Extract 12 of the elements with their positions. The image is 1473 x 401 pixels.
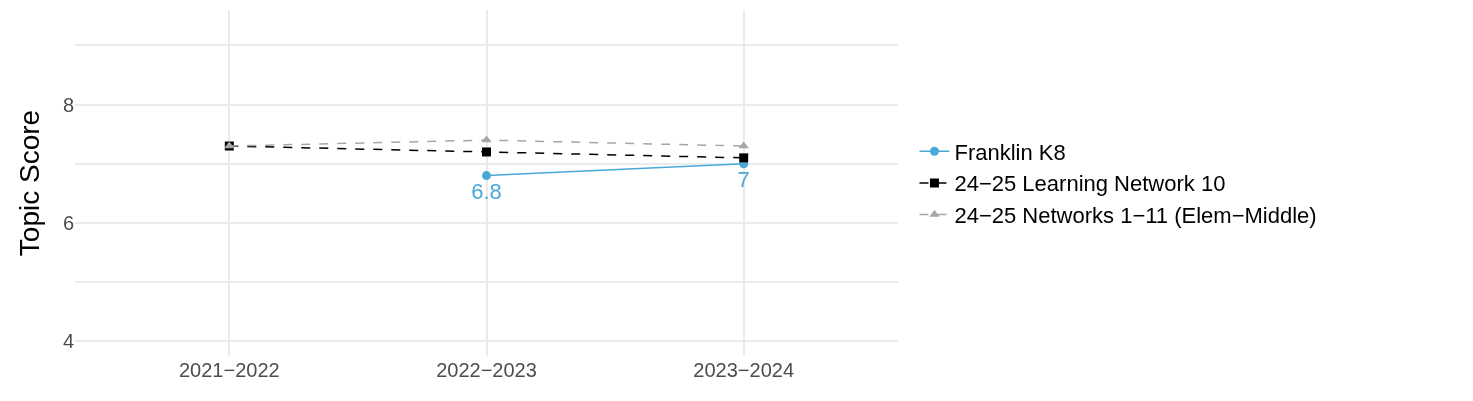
data-label: 6.8: [471, 178, 502, 204]
y-tick-label: 8: [62, 93, 74, 116]
data-label: 7: [737, 166, 750, 192]
legend-label: 24−25 Networks 1−11 (Elem−Middle): [954, 203, 1317, 229]
x-tick-label: 2021−2022: [178, 359, 280, 381]
x-tick-label: 2023−2024: [693, 359, 795, 381]
x-tick-label: 2022−2023: [436, 359, 537, 381]
legend-label: Franklin K8: [954, 139, 1066, 165]
y-tick-label: 4: [62, 330, 74, 353]
y-tick-label: 6: [62, 211, 74, 234]
legend-label: 24−25 Learning Network 10: [954, 171, 1226, 197]
y-axis-title: Topic Score: [13, 109, 45, 257]
